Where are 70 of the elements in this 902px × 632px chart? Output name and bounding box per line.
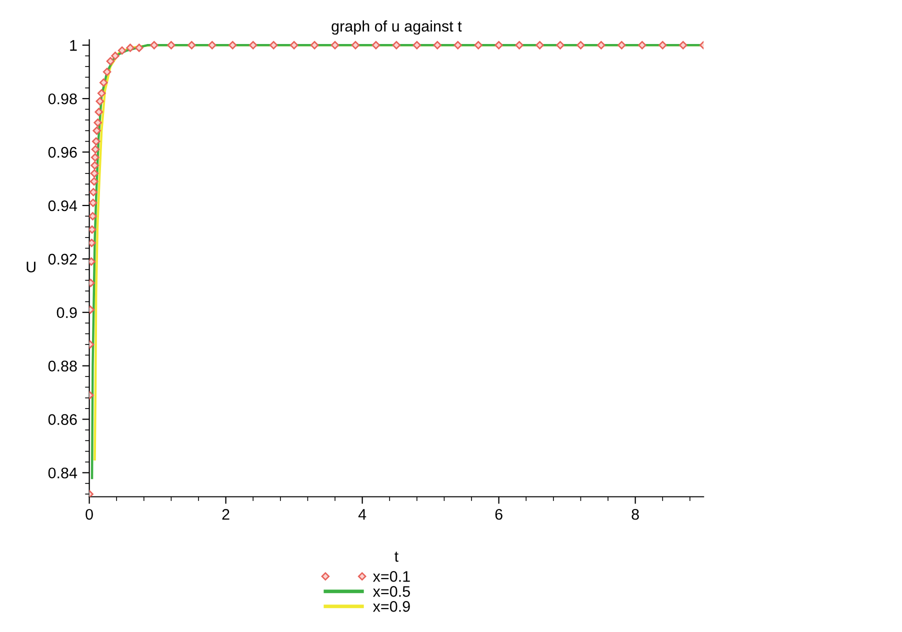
point bbox=[97, 89, 106, 98]
point bbox=[494, 41, 503, 50]
point bbox=[188, 41, 196, 50]
point bbox=[536, 41, 544, 50]
y-tick-label: 0.94 bbox=[48, 200, 78, 212]
point bbox=[126, 44, 134, 52]
point bbox=[167, 41, 176, 50]
point bbox=[454, 41, 462, 50]
x-tick-label: 8 bbox=[632, 508, 639, 520]
point bbox=[618, 41, 626, 50]
point bbox=[269, 41, 278, 50]
point bbox=[91, 145, 100, 154]
point bbox=[89, 238, 96, 248]
point bbox=[310, 41, 319, 50]
y-tick-label: 0.96 bbox=[48, 146, 77, 158]
point bbox=[678, 41, 688, 50]
y-tick-label: 0.98 bbox=[48, 93, 77, 104]
point bbox=[89, 212, 97, 220]
legend-label: x=0.5 bbox=[372, 586, 410, 597]
point bbox=[597, 41, 606, 50]
point bbox=[90, 161, 99, 170]
y-tick-label: 0.9 bbox=[56, 307, 77, 318]
y-tick-label: 1 bbox=[70, 40, 77, 51]
y-tick-label: 0.84 bbox=[48, 468, 78, 478]
point bbox=[556, 41, 564, 50]
y-tick-label: 0.86 bbox=[48, 414, 77, 425]
point bbox=[412, 41, 422, 50]
point bbox=[351, 41, 360, 50]
point bbox=[515, 41, 524, 50]
point bbox=[576, 41, 585, 50]
point bbox=[372, 41, 380, 50]
legend-label: x=0.9 bbox=[372, 601, 410, 612]
y-tick-label: 0.92 bbox=[48, 254, 77, 265]
point bbox=[248, 41, 258, 50]
point bbox=[330, 41, 340, 50]
point bbox=[658, 41, 667, 50]
x-tick-label: 0 bbox=[86, 508, 93, 520]
y-tick-label: 0.88 bbox=[48, 360, 77, 372]
point bbox=[90, 153, 100, 162]
point bbox=[433, 41, 442, 50]
point bbox=[94, 108, 103, 116]
point bbox=[106, 57, 115, 66]
point bbox=[89, 225, 96, 234]
x-tick-label: 6 bbox=[495, 508, 502, 520]
point bbox=[92, 137, 100, 146]
point bbox=[290, 41, 298, 50]
point bbox=[100, 78, 108, 87]
x-tick-label: 4 bbox=[358, 509, 366, 520]
point bbox=[150, 41, 158, 50]
point bbox=[638, 41, 646, 50]
point bbox=[89, 198, 98, 207]
y-axis-title: U bbox=[26, 262, 36, 272]
point bbox=[102, 68, 112, 76]
point bbox=[392, 41, 401, 50]
point bbox=[228, 41, 237, 50]
x-tick-label: 2 bbox=[222, 508, 230, 520]
point bbox=[89, 188, 98, 196]
point bbox=[111, 52, 120, 60]
point bbox=[94, 118, 102, 127]
point bbox=[474, 41, 482, 50]
point bbox=[134, 44, 144, 52]
point bbox=[96, 97, 104, 106]
point bbox=[90, 177, 98, 186]
point bbox=[208, 41, 216, 50]
x-axis-title: t bbox=[394, 552, 398, 562]
legend-label: x=0.1 bbox=[372, 571, 410, 582]
point bbox=[118, 46, 126, 55]
point bbox=[90, 169, 99, 178]
chart-title: graph of u against t bbox=[332, 20, 462, 35]
point bbox=[92, 126, 101, 135]
